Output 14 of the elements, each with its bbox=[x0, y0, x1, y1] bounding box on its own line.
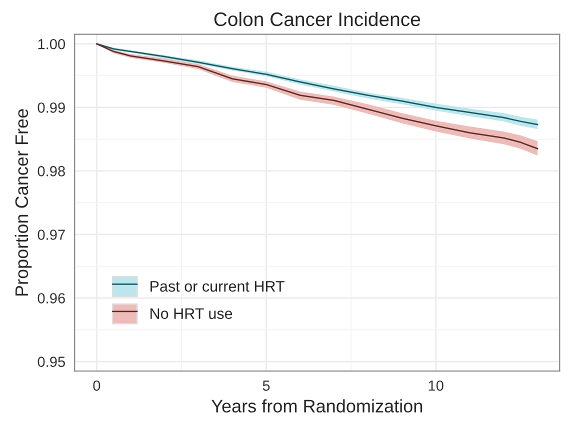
y-tick-label: 0.99 bbox=[38, 102, 65, 113]
y-axis-title: Proportion Cancer Free bbox=[14, 109, 32, 296]
y-tick-label: 0.97 bbox=[38, 230, 65, 240]
x-tick-label: 0 bbox=[93, 380, 100, 391]
y-tick-label: 0.96 bbox=[38, 293, 65, 304]
y-tick-label: 0.95 bbox=[38, 356, 65, 367]
chart-title: Colon Cancer Incidence bbox=[214, 12, 420, 26]
legend-label: Past or current HRT bbox=[150, 281, 285, 292]
y-tick-label: 1.00 bbox=[38, 38, 66, 50]
y-tick-label: 0.98 bbox=[38, 166, 65, 176]
x-tick-label: 5 bbox=[262, 380, 270, 391]
x-tick-label: 10 bbox=[428, 380, 444, 391]
legend-label: No HRT use bbox=[150, 308, 232, 319]
x-axis-title: Years from Randomization bbox=[211, 399, 422, 413]
